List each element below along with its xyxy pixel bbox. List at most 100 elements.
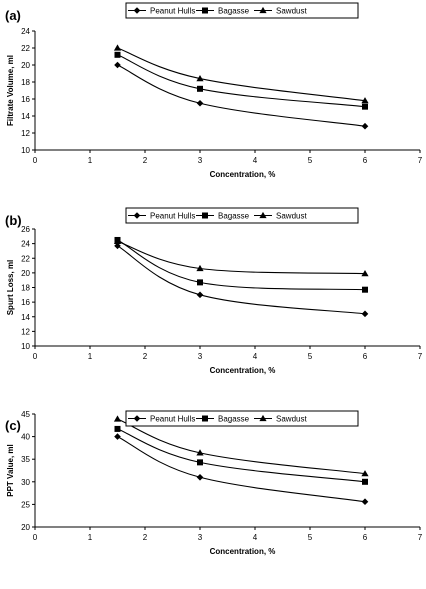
legend-marker-sawdust [259, 6, 267, 14]
series-line-peanut-hulls [117, 245, 366, 315]
data-point-peanut-hulls [196, 99, 204, 107]
y-tick-label: 10 [21, 146, 30, 155]
y-tick-label: 26 [21, 225, 30, 234]
x-axis-title: Concentration, % [210, 170, 276, 179]
data-point-peanut-hulls [361, 122, 369, 130]
y-tick-label: 45 [21, 410, 30, 419]
y-tick-label: 20 [21, 61, 30, 70]
y-tick-label: 24 [21, 240, 30, 249]
y-tick-label: 16 [21, 95, 30, 104]
data-point-sawdust [196, 75, 204, 82]
legend-label-bagasse: Bagasse [218, 212, 250, 221]
x-tick-label: 1 [88, 156, 93, 165]
legend-label-bagasse: Bagasse [218, 7, 250, 16]
legend-marker-peanut-hulls [133, 212, 141, 219]
data-point-peanut-hulls [361, 498, 369, 505]
series-line-sawdust [117, 47, 366, 102]
legend-label-sawdust: Sawdust [276, 7, 307, 16]
series-line-bagasse [117, 239, 366, 291]
data-point-peanut-hulls [196, 473, 204, 481]
y-tick-label: 22 [21, 44, 30, 53]
y-tick-label: 24 [21, 27, 30, 36]
y-tick-label: 40 [21, 433, 30, 442]
y-tick-label: 22 [21, 254, 30, 263]
legend-box [125, 2, 359, 19]
legend-marker-bagasse [202, 212, 208, 219]
x-tick-label: 7 [418, 352, 423, 361]
data-point-peanut-hulls [196, 291, 204, 299]
y-tick-label: 12 [21, 327, 30, 336]
data-point-bagasse [362, 286, 368, 293]
data-point-peanut-hulls [114, 61, 121, 69]
x-tick-label: 5 [308, 533, 313, 542]
data-point-sawdust [361, 470, 369, 477]
data-point-bagasse [197, 85, 203, 92]
panel-label: (a) [5, 8, 21, 23]
x-tick-label: 7 [418, 533, 423, 542]
legend-box [125, 410, 359, 427]
x-tick-label: 6 [363, 156, 368, 165]
data-point-sawdust [113, 237, 122, 245]
y-tick-label: 12 [21, 129, 30, 138]
legend-box [125, 207, 359, 224]
data-point-bagasse [114, 425, 121, 432]
x-tick-label: 0 [33, 533, 38, 542]
series-line-peanut-hulls [117, 436, 366, 503]
series-line-bagasse [117, 428, 366, 483]
legend-label-sawdust: Sawdust [276, 415, 307, 424]
legend-marker-bagasse [202, 415, 208, 422]
y-tick-label: 35 [21, 455, 30, 464]
legend-marker-sawdust [259, 211, 267, 219]
x-axis-title: Concentration, % [210, 547, 276, 556]
x-tick-label: 4 [253, 156, 258, 165]
data-point-sawdust [361, 97, 369, 104]
x-tick-label: 4 [253, 352, 258, 361]
x-tick-label: 3 [198, 533, 203, 542]
x-tick-label: 7 [418, 156, 423, 165]
y-axis-title: Filtrate Volume, ml [6, 55, 15, 126]
legend-label-sawdust: Sawdust [276, 212, 307, 221]
x-tick-label: 2 [143, 352, 148, 361]
data-point-peanut-hulls [114, 433, 121, 440]
legend-label-bagasse: Bagasse [218, 415, 250, 424]
x-tick-label: 0 [33, 352, 38, 361]
x-tick-label: 0 [33, 156, 38, 165]
y-tick-label: 14 [21, 313, 30, 322]
y-axis-title: Spurt Loss, ml [6, 260, 15, 316]
x-tick-label: 4 [253, 533, 258, 542]
legend-marker-peanut-hulls [133, 415, 141, 422]
legend-label-peanut-hulls: Peanut Hulls [150, 7, 195, 16]
data-point-bagasse [362, 103, 368, 110]
data-point-sawdust [196, 449, 204, 456]
legend-label-peanut-hulls: Peanut Hulls [150, 415, 195, 424]
x-tick-label: 2 [143, 533, 148, 542]
data-point-peanut-hulls [361, 310, 369, 318]
series-line-peanut-hulls [117, 64, 366, 127]
y-tick-label: 14 [21, 112, 30, 121]
series-line-sawdust [117, 418, 366, 475]
panel-label: (c) [5, 418, 21, 433]
y-tick-label: 30 [21, 478, 30, 487]
legend-label-peanut-hulls: Peanut Hulls [150, 212, 195, 221]
legend-marker-bagasse [202, 7, 208, 14]
y-tick-label: 16 [21, 298, 30, 307]
y-tick-label: 10 [21, 342, 30, 351]
x-tick-label: 5 [308, 156, 313, 165]
data-point-bagasse [197, 459, 203, 466]
x-axis-title: Concentration, % [210, 366, 276, 375]
series-line-bagasse [117, 54, 366, 108]
data-point-peanut-hulls [114, 242, 121, 250]
series-line-sawdust [117, 240, 366, 275]
data-point-sawdust [196, 264, 204, 272]
x-tick-label: 6 [363, 352, 368, 361]
x-tick-label: 3 [198, 156, 203, 165]
data-point-sawdust [361, 270, 369, 277]
x-tick-label: 5 [308, 352, 313, 361]
y-tick-label: 20 [21, 523, 30, 532]
x-tick-label: 2 [143, 156, 148, 165]
legend-marker-sawdust [259, 414, 267, 422]
